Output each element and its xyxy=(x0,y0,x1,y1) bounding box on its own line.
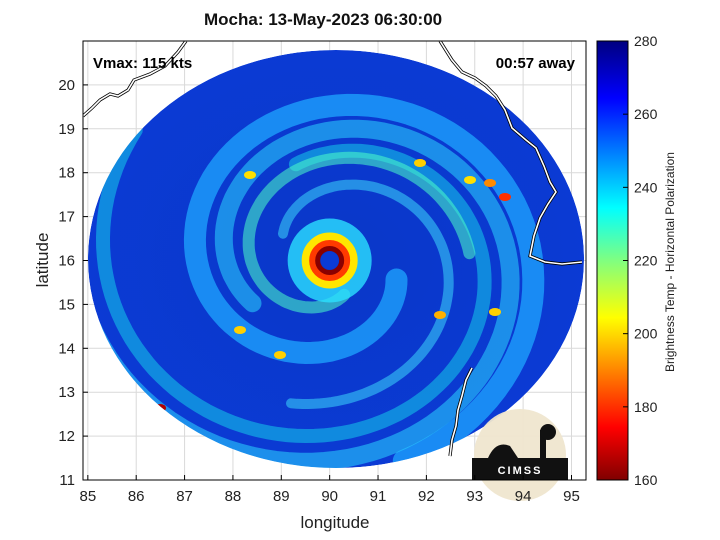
x-axis: 85 86 87 88 89 90 91 92 93 94 95 xyxy=(79,475,580,505)
coastline-andaman-islands-inner xyxy=(449,367,473,457)
y-tick-label: 12 xyxy=(58,428,75,445)
y-tick-label: 14 xyxy=(58,340,75,357)
rain-band xyxy=(95,123,492,444)
x-tick-label: 87 xyxy=(176,488,193,505)
x-tick-label: 95 xyxy=(563,488,580,505)
convective-cell xyxy=(414,159,426,167)
y-tick-label: 19 xyxy=(58,121,75,138)
colorbar-ticks: 160 180 200 220 240 260 280 xyxy=(623,33,658,488)
brightness-temperature-swath xyxy=(88,50,584,468)
x-tick-label: 91 xyxy=(370,488,387,505)
colorbar-tick-label: 180 xyxy=(634,399,658,415)
eyewall-darkred xyxy=(315,246,345,275)
x-tick-label: 86 xyxy=(128,488,145,505)
y-tick-label: 16 xyxy=(58,253,75,270)
storm-eye xyxy=(320,251,339,270)
coastline-northwest-inner xyxy=(83,41,187,117)
rain-band xyxy=(88,119,520,468)
colorbar-label: Brightness Temp - Horizontal Polarizatio… xyxy=(663,152,677,372)
convective-cell xyxy=(464,176,476,184)
convective-cell xyxy=(244,171,256,179)
logo-text: CIMSS xyxy=(498,465,543,477)
convective-cell xyxy=(434,311,446,319)
x-tick-label: 89 xyxy=(273,488,290,505)
x-axis-label: longitude xyxy=(300,513,369,532)
x-tick-label: 93 xyxy=(466,488,483,505)
convective-cell xyxy=(499,193,511,201)
rain-band-layer xyxy=(88,93,545,468)
time-offset-annotation: 00:57 away xyxy=(496,55,576,72)
y-tick-label: 13 xyxy=(58,384,75,401)
coastline-layer xyxy=(83,41,583,457)
x-tick-label: 88 xyxy=(225,488,242,505)
colorbar-tick-label: 160 xyxy=(634,472,658,488)
y-tick-label: 20 xyxy=(58,77,75,94)
x-tick-label: 85 xyxy=(79,488,96,505)
convective-cell xyxy=(274,351,286,359)
colorbar-tick-label: 260 xyxy=(634,106,658,122)
colorbar-tick-label: 240 xyxy=(634,179,658,195)
convective-cell xyxy=(234,326,246,334)
rain-band xyxy=(242,151,476,314)
y-axis: 11 12 13 14 15 16 17 18 19 20 xyxy=(58,77,88,489)
x-tick-label: 94 xyxy=(515,488,532,505)
y-axis-label: latitude xyxy=(33,233,52,288)
rain-band xyxy=(278,179,454,409)
logo-cimss: CIMSS xyxy=(472,409,568,501)
y-tick-label: 11 xyxy=(59,472,75,489)
convective-cell xyxy=(489,308,501,316)
vmax-annotation: Vmax: 115 kts xyxy=(93,55,192,72)
colorbar-tick-label: 200 xyxy=(634,326,658,342)
convective-cell xyxy=(154,404,166,412)
convective-cell xyxy=(484,179,496,187)
colorbar-tick-label: 220 xyxy=(634,253,658,269)
y-tick-label: 15 xyxy=(58,296,75,313)
eyewall-yellow xyxy=(301,232,358,289)
outer-eyewall xyxy=(287,218,372,303)
colorbar-tick-label: 280 xyxy=(634,33,658,49)
y-tick-label: 17 xyxy=(58,209,75,226)
coastline-east-inner xyxy=(439,41,583,265)
x-tick-label: 92 xyxy=(418,488,435,505)
y-tick-label: 18 xyxy=(58,165,75,182)
x-tick-label: 90 xyxy=(321,488,338,505)
rain-band xyxy=(183,93,545,468)
eyewall-red xyxy=(309,240,351,281)
